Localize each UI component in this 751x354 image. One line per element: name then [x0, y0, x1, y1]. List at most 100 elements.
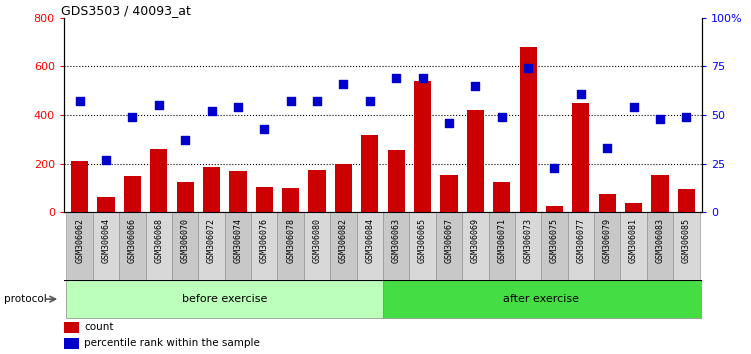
Bar	[225, 212, 251, 280]
Bar	[388, 150, 405, 212]
Bar	[572, 103, 590, 212]
Text: GSM306068: GSM306068	[154, 218, 163, 263]
Bar	[620, 212, 647, 280]
Text: GSM306084: GSM306084	[365, 218, 374, 263]
Text: GSM306079: GSM306079	[603, 218, 612, 263]
Text: GSM306072: GSM306072	[207, 218, 216, 263]
Text: GSM306065: GSM306065	[418, 218, 427, 263]
Point	[391, 75, 403, 81]
Point	[522, 65, 534, 71]
Bar	[383, 280, 702, 318]
Bar	[515, 212, 541, 280]
Text: GSM306067: GSM306067	[445, 218, 454, 263]
Bar	[673, 212, 699, 280]
Bar	[651, 175, 668, 212]
Text: GSM306073: GSM306073	[523, 218, 532, 263]
Bar	[335, 164, 352, 212]
Bar	[278, 212, 304, 280]
Bar	[414, 81, 431, 212]
Text: GSM306074: GSM306074	[234, 218, 243, 263]
Bar	[67, 280, 383, 318]
Bar	[124, 176, 141, 212]
Text: GSM306064: GSM306064	[101, 218, 110, 263]
Point	[496, 114, 508, 120]
Bar	[357, 212, 383, 280]
Bar	[541, 212, 568, 280]
Bar	[256, 187, 273, 212]
Point	[126, 114, 138, 120]
Bar	[229, 171, 246, 212]
Point	[100, 157, 112, 163]
Text: GSM306069: GSM306069	[471, 218, 480, 263]
Bar	[309, 170, 326, 212]
Bar	[304, 212, 330, 280]
Text: GSM306077: GSM306077	[576, 218, 585, 263]
Point	[337, 81, 349, 87]
Bar	[568, 212, 594, 280]
Point	[232, 104, 244, 110]
Text: after exercise: after exercise	[503, 294, 579, 304]
Bar	[488, 212, 515, 280]
Point	[152, 103, 164, 108]
Bar	[462, 212, 488, 280]
Text: GSM306070: GSM306070	[181, 218, 190, 263]
Text: count: count	[85, 322, 114, 332]
Bar	[436, 212, 462, 280]
Bar	[383, 212, 409, 280]
Bar	[198, 212, 225, 280]
Text: before exercise: before exercise	[182, 294, 267, 304]
Bar	[119, 212, 146, 280]
Text: GSM306066: GSM306066	[128, 218, 137, 263]
Point	[654, 116, 666, 122]
Bar	[64, 322, 79, 333]
Bar	[493, 182, 510, 212]
Bar	[647, 212, 673, 280]
Bar	[172, 212, 198, 280]
Bar	[176, 182, 194, 212]
Point	[179, 137, 192, 143]
Point	[575, 91, 587, 96]
Text: GSM306078: GSM306078	[286, 218, 295, 263]
Point	[443, 120, 455, 126]
Text: GSM306083: GSM306083	[656, 218, 665, 263]
Text: protocol: protocol	[4, 294, 47, 304]
Bar	[594, 212, 620, 280]
Bar	[71, 161, 88, 212]
Text: GSM306080: GSM306080	[312, 218, 321, 263]
Text: GDS3503 / 40093_at: GDS3503 / 40093_at	[61, 4, 191, 17]
Point	[469, 83, 481, 88]
Bar	[361, 135, 379, 212]
Bar	[520, 47, 537, 212]
Bar	[98, 196, 115, 212]
Point	[74, 98, 86, 104]
Bar	[150, 149, 167, 212]
Point	[680, 114, 692, 120]
Point	[602, 145, 614, 151]
Text: GSM306085: GSM306085	[682, 218, 691, 263]
Bar	[546, 206, 563, 212]
Point	[417, 75, 429, 81]
Text: percentile rank within the sample: percentile rank within the sample	[85, 338, 261, 348]
Bar	[93, 212, 119, 280]
Bar	[146, 212, 172, 280]
Point	[285, 98, 297, 104]
Text: GSM306082: GSM306082	[339, 218, 348, 263]
Bar	[599, 194, 616, 212]
Point	[258, 126, 270, 131]
Point	[311, 98, 323, 104]
Bar	[67, 212, 93, 280]
Text: GSM306076: GSM306076	[260, 218, 269, 263]
Text: GSM306075: GSM306075	[550, 218, 559, 263]
Bar	[625, 202, 642, 212]
Point	[628, 104, 640, 110]
Bar	[467, 110, 484, 212]
Text: GSM306081: GSM306081	[629, 218, 638, 263]
Point	[548, 165, 560, 171]
Bar	[64, 338, 79, 349]
Bar	[440, 175, 457, 212]
Bar	[251, 212, 278, 280]
Text: GSM306062: GSM306062	[75, 218, 84, 263]
Text: GSM306071: GSM306071	[497, 218, 506, 263]
Point	[206, 108, 218, 114]
Point	[363, 98, 376, 104]
